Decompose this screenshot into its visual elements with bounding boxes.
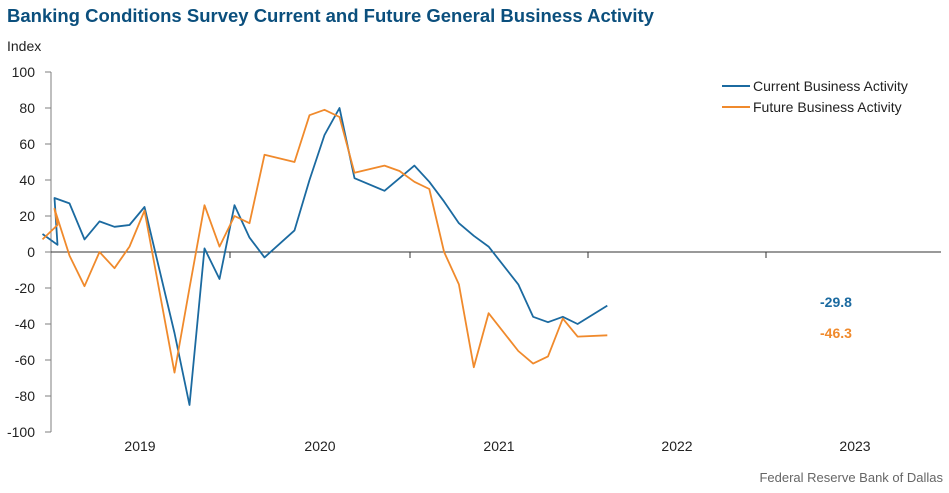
source-note: Federal Reserve Bank of Dallas (759, 470, 943, 485)
y-tick-label: -40 (15, 316, 35, 332)
y-tick-label: 100 (12, 64, 36, 80)
legend-item-current: Current Business Activity (722, 75, 908, 96)
y-tick-label: -20 (15, 280, 35, 296)
y-tick-label: 0 (27, 244, 35, 260)
y-tick-label: 20 (19, 208, 35, 224)
legend-label-future: Future Business Activity (753, 98, 902, 115)
x-tick-label: 2019 (124, 438, 155, 454)
legend-label-current: Current Business Activity (753, 77, 908, 94)
y-tick-label: -80 (15, 388, 35, 404)
x-tick-label: 2020 (304, 438, 335, 454)
y-tick-label: 40 (19, 172, 35, 188)
legend-swatch-future (722, 105, 750, 108)
series-line-current (41, 107, 608, 406)
end-label-current: -29.8 (820, 294, 852, 310)
series-line-future (41, 108, 608, 374)
chart-title: Banking Conditions Survey Current and Fu… (7, 5, 654, 26)
x-tick-label: 2021 (483, 438, 514, 454)
y-tick-label: 80 (19, 100, 35, 116)
y-tick-label: -60 (15, 352, 35, 368)
y-tick-label: 60 (19, 136, 35, 152)
legend-swatch-current (722, 84, 750, 87)
x-tick-label: 2022 (661, 438, 692, 454)
y-tick-label: -100 (7, 424, 35, 440)
legend-item-future: Future Business Activity (722, 96, 908, 117)
end-label-future: -46.3 (820, 325, 852, 341)
y-axis-label: Index (7, 38, 42, 54)
x-tick-label: 2023 (839, 438, 870, 454)
legend: Current Business Activity Future Busines… (722, 75, 908, 117)
